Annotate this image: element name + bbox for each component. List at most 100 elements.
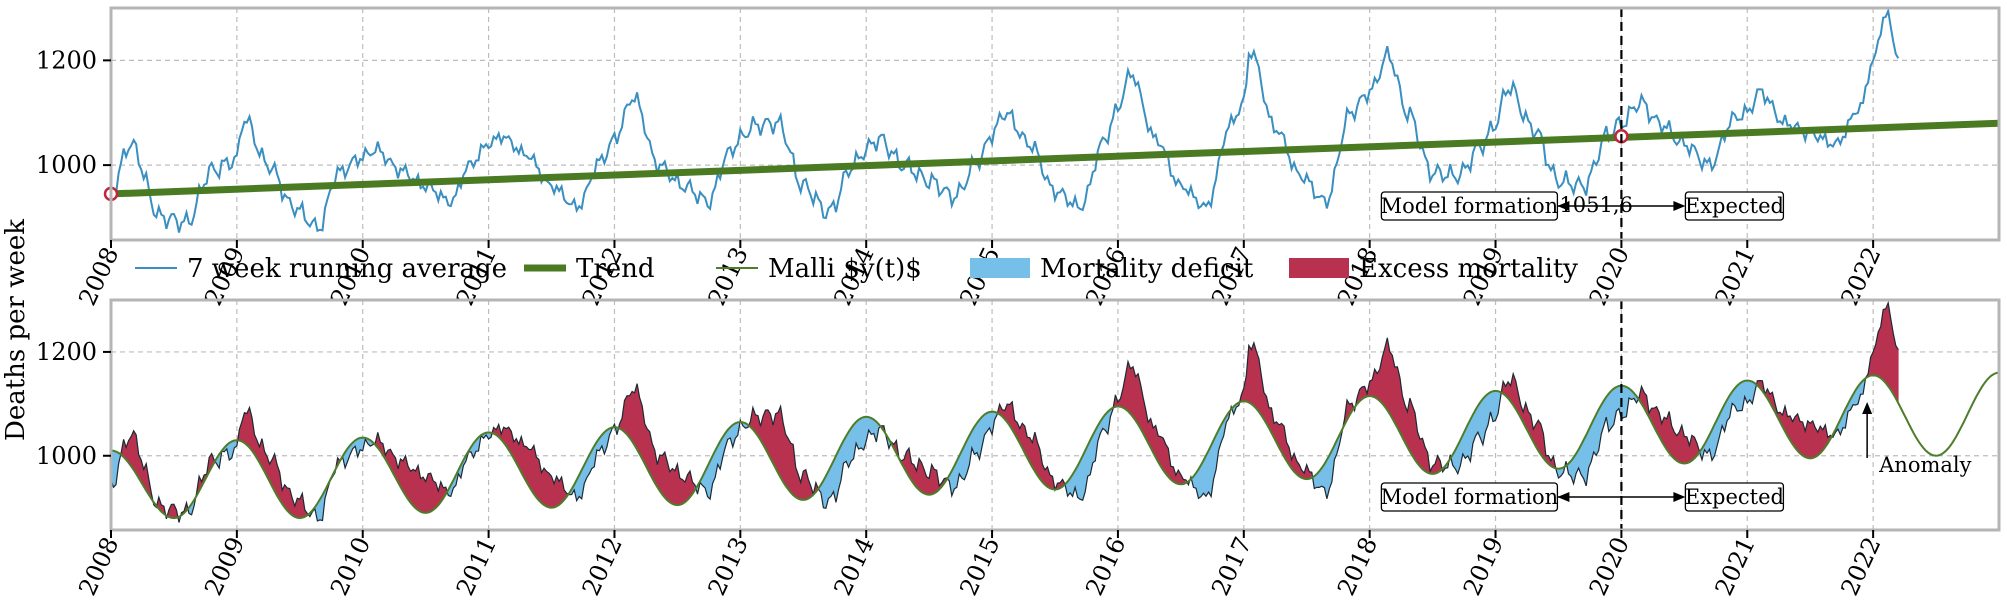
excess-mortality-segment [775, 411, 779, 474]
excess-mortality-segment [422, 476, 427, 514]
y-tick-label: 1200 [36, 46, 97, 74]
trend-line [111, 119, 1999, 198]
expected-label: Expected [1685, 485, 1784, 509]
excess-mortality-segment [626, 395, 630, 439]
excess-mortality-segment [1256, 351, 1260, 413]
legend-label: 7 week running average [187, 254, 507, 284]
excess-mortality-segment [1251, 342, 1255, 407]
x-tick-label: 2022 [1835, 533, 1886, 600]
excess-mortality-segment [1135, 373, 1139, 426]
excess-mortality-segment [1389, 350, 1393, 420]
model-formation-box [1380, 482, 1559, 512]
expected-arrowhead [1673, 201, 1686, 211]
y-tick-label: 1200 [36, 338, 97, 366]
model-arrowhead [1557, 201, 1570, 211]
anomaly-arrowhead [1862, 402, 1873, 414]
mortality-deficit-segment [1208, 445, 1212, 498]
plot-area-top [111, 8, 1999, 233]
x-tick-label: 2021 [1710, 533, 1761, 600]
panel-bottom: Anomaly Model formation Expected 1000 1200 20… [36, 298, 2001, 600]
excess-mortality-segment [526, 445, 530, 488]
excess-mortality-segment [785, 433, 789, 491]
mortality-deficit-segment [1611, 387, 1615, 429]
mortality-deficit-segment [1616, 385, 1620, 412]
x-tick-label: 2016 [1080, 533, 1131, 600]
mortality-deficit-segment [1595, 409, 1599, 456]
excess-mortality-segment [133, 429, 137, 475]
excess-mortality-segment [1877, 326, 1881, 379]
excess-mortality-segment [802, 469, 807, 501]
excess-mortality-segment [682, 478, 686, 505]
x-tick-label: 2020 [1584, 533, 1635, 600]
legend-swatch-excess [1289, 258, 1349, 278]
excess-mortality-segment [1409, 398, 1413, 457]
mortality-deficit-segment [113, 450, 117, 488]
excess-mortality-segment [296, 497, 301, 519]
x-tick-label: 2015 [954, 533, 1005, 600]
excess-mortality-segment [646, 428, 651, 474]
excess-mortality-segment [528, 449, 532, 492]
y-tick-label: 1000 [36, 151, 97, 179]
excess-mortality-segment [432, 480, 437, 511]
excess-mortality-segment [790, 442, 794, 496]
excess-mortality-segment [412, 468, 416, 509]
excess-mortality-segment [631, 391, 635, 447]
excess-mortality-segment [1684, 436, 1688, 464]
excess-mortality-segment [546, 470, 550, 508]
legend-entry: Malli $y(t)$ [716, 254, 922, 284]
legend-label: Mortality deficit [1040, 254, 1254, 284]
x-tick-label: 2017 [1206, 533, 1257, 600]
model-arrowhead [1557, 492, 1570, 502]
excess-mortality-segment [926, 476, 930, 496]
legend-entry: Excess mortality [1289, 254, 1578, 284]
mortality-deficit-segment [1608, 390, 1612, 433]
model-formation-label: Model formation [1381, 485, 1559, 509]
legend-entry: Trend [524, 254, 655, 284]
excess-mortality-segment [1895, 344, 1899, 404]
excess-mortality-segment [1799, 421, 1803, 457]
mortality-deficit-segment [359, 437, 364, 452]
excess-mortality-segment [536, 456, 540, 502]
excess-mortality-segment [1691, 434, 1695, 462]
excess-mortality-segment [415, 465, 419, 511]
excess-mortality-segment [1127, 361, 1131, 415]
expected-arrowhead [1673, 492, 1686, 502]
excess-mortality-segment [548, 472, 552, 509]
excess-mortality-segment [672, 467, 676, 506]
x-tick-label: 2018 [1332, 533, 1383, 600]
excess-mortality-segment [777, 406, 781, 479]
excess-mortality-segment [531, 444, 535, 496]
mortality-deficit-segment [858, 417, 862, 450]
excess-mortality-segment [661, 451, 666, 499]
plot-area-bottom [111, 300, 1999, 523]
excess-mortality-segment [765, 409, 769, 454]
legend-swatch-deficit [970, 258, 1030, 278]
model-line [111, 371, 1999, 520]
mortality-deficit-segment [1205, 450, 1209, 498]
mortality-deficit-segment [860, 416, 865, 451]
excess-mortality-segment [767, 408, 771, 459]
x-tick-label: 2013 [703, 533, 754, 600]
excess-mortality-segment [1248, 344, 1252, 405]
x-tick-label: 2010 [325, 533, 376, 600]
mortality-deficit-segment [1623, 385, 1627, 418]
excess-mortality-segment [1376, 368, 1380, 402]
expected-box [1684, 191, 1785, 221]
model-formation-box [1380, 191, 1559, 221]
mortality-deficit-segment [1739, 381, 1743, 411]
mortality-deficit-segment [850, 423, 854, 462]
excess-mortality-segment [420, 476, 424, 514]
excess-mortality-segment [679, 477, 683, 506]
model-formation-label: Model formation [1381, 194, 1559, 218]
x-tick-label: 2011 [451, 533, 502, 600]
excess-mortality-segment [427, 472, 432, 513]
legend: 7 week running average Trend Malli $y(t)$ M… [135, 254, 1578, 284]
excess-mortality-segment [644, 423, 648, 469]
expected-label: Expected [1685, 194, 1784, 218]
y-tick-label: 1000 [36, 442, 97, 470]
excess-mortality-segment [918, 457, 922, 493]
expected-box [1684, 482, 1785, 512]
difference-fill-group [111, 302, 1899, 523]
excess-mortality-segment [1130, 366, 1134, 418]
